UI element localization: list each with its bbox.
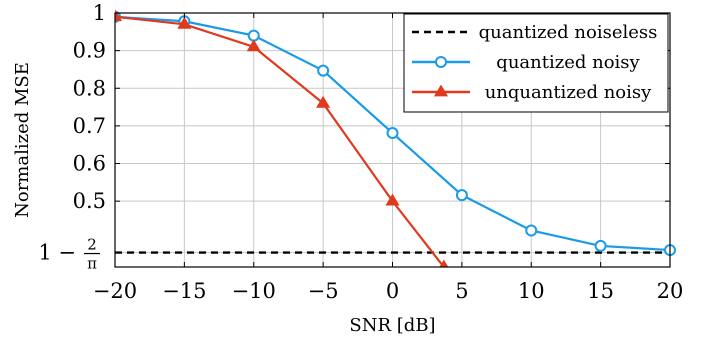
series-line [115, 15, 445, 267]
legend-marker [435, 56, 447, 68]
y-tick-label: 0.5 [73, 189, 106, 213]
data-point [177, 16, 192, 29]
legend-marker [433, 84, 449, 97]
legend-entry: quantized noisy [412, 52, 641, 73]
x-tick-label: −20 [93, 279, 137, 303]
y-axis-ticks: 0.5 0.6 0.7 0.8 0.9 1 1 − 2π [38, 1, 670, 273]
legend-entry: unquantized noisy [412, 82, 652, 103]
legend: quantized noiseless quantized noisy unquan… [403, 13, 669, 113]
x-tick-label: 20 [657, 279, 684, 303]
data-point [316, 95, 331, 108]
y-tick-label: 1 [93, 1, 106, 25]
legend-label: quantized noiseless [479, 22, 658, 43]
data-point [317, 64, 330, 77]
x-axis-ticks: −20 −15 −10 −5 0 5 10 15 20 [93, 13, 684, 303]
legend-label: quantized noisy [496, 52, 640, 73]
special-tick-label: 1 − 2π [38, 236, 100, 273]
y-tick-label: 0.6 [73, 152, 106, 176]
x-tick-label: 10 [518, 279, 545, 303]
data-point [594, 239, 607, 252]
x-tick-label: 0 [386, 279, 399, 303]
x-tick-label: 15 [587, 279, 614, 303]
data-point [247, 29, 260, 42]
x-tick-label: 5 [455, 279, 468, 303]
y-tick-label: 0.9 [73, 39, 106, 63]
legend-label: unquantized noisy [485, 82, 652, 103]
data-point [246, 39, 261, 52]
special-tick-prefix: 1 − [38, 241, 76, 265]
series-lines [115, 9, 676, 267]
data-point [385, 193, 400, 206]
y-tick-label: 0.8 [73, 76, 106, 100]
y-tick-label: 0.7 [73, 114, 106, 138]
legend-entry: quantized noiseless [412, 22, 657, 43]
data-point [525, 224, 538, 237]
y-axis-label: Normalized MSE [12, 62, 33, 218]
x-tick-label: −5 [308, 279, 339, 303]
data-point [455, 189, 468, 202]
special-tick-denominator: π [87, 255, 97, 273]
x-axis-label: SNR [dB] [349, 315, 435, 336]
x-tick-label: −10 [232, 279, 276, 303]
data-point [439, 259, 449, 267]
special-tick-numerator: 2 [87, 236, 97, 254]
data-point [386, 127, 399, 140]
x-tick-label: −15 [162, 279, 206, 303]
